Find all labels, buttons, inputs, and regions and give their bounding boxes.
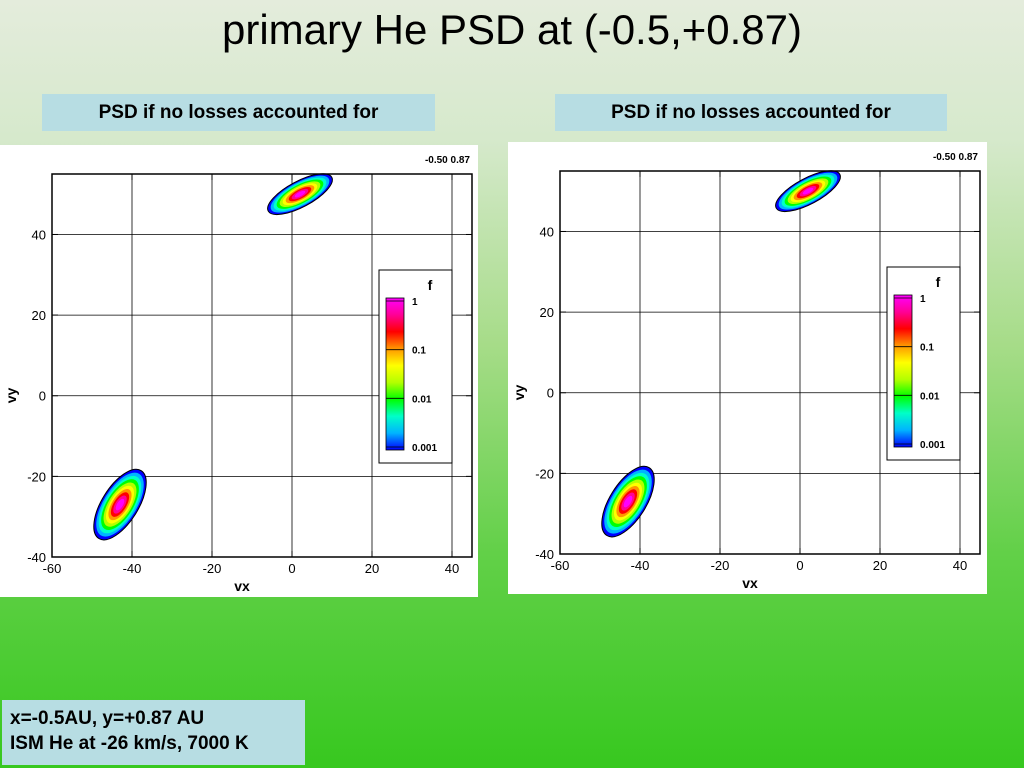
contour-plot-left: -0.50 0.87-60 -40 -20 0 20 40-40-2002040vxvyf… (3, 155, 473, 594)
colorbar-tick-label: 1 (412, 297, 418, 308)
colorbar-title: f (428, 277, 433, 293)
corner-label: -0.50 0.87 (425, 155, 470, 166)
colorbar-tick-label: 0.001 (920, 440, 945, 451)
y-tick-label: -40 (535, 547, 554, 562)
x-tick-label: 20 (365, 561, 379, 576)
contour-plot-right: -0.50 0.87-60 -40 -20 0 20 40-40-2002040vxvyf… (511, 152, 981, 591)
corner-label: -0.50 0.87 (933, 152, 978, 163)
colorbar-tick-label: 0.001 (412, 443, 437, 454)
x-axis-label: vx (742, 575, 758, 591)
contour-blob (601, 465, 655, 538)
plot-frame (559, 170, 981, 555)
panel-label-left: PSD if no losses accounted for (42, 94, 435, 131)
y-axis-label: vy (3, 388, 19, 404)
x-tick-label: -20 (203, 561, 222, 576)
colorbar (385, 297, 405, 451)
panel-label-right: PSD if no losses accounted for (555, 94, 947, 131)
colorbar-tick-label: 0.1 (920, 343, 934, 354)
colorbar-tick-label: 0.01 (920, 391, 940, 402)
y-tick-label: -40 (27, 550, 46, 565)
info-box: x=-0.5AU, y=+0.87 AU ISM He at -26 km/s,… (2, 700, 305, 765)
y-tick-label: 20 (540, 305, 554, 320)
colorbar (893, 294, 913, 448)
slide-title: primary He PSD at (-0.5,+0.87) (221, 6, 803, 53)
y-tick-label: -20 (27, 469, 46, 484)
chart-panel-left: -0.50 0.87 -60 -40 -20 0 20 40 -40 -20 0 20 40 vx vy f… (0, 145, 478, 597)
colorbar-title: f (936, 274, 941, 290)
x-tick-label: -20 (711, 558, 730, 573)
chart-panel-right: -0.50 0.87 -60 -40 -20 0 20 40 -40 -20 0 20 40 vx vy f… (508, 142, 987, 594)
info-position: x=-0.5AU, y=+0.87 AU (10, 708, 205, 729)
x-tick-label: 0 (288, 561, 295, 576)
y-tick-label: -20 (535, 466, 554, 481)
plot-frame (51, 173, 473, 558)
x-tick-label: -40 (123, 561, 142, 576)
contour-blob (93, 468, 147, 541)
contour-level (802, 187, 814, 195)
contour-blob (775, 170, 841, 213)
x-tick-label: 20 (873, 558, 887, 573)
colorbar-tick-label: 0.01 (412, 394, 432, 405)
y-tick-label: 0 (39, 389, 46, 404)
y-tick-label: 0 (547, 386, 554, 401)
y-tick-label: 40 (32, 227, 46, 242)
x-tick-label: 40 (445, 561, 459, 576)
x-tick-label: 0 (796, 558, 803, 573)
y-tick-label: 20 (32, 308, 46, 323)
info-ism: ISM He at -26 km/s, 7000 K (10, 733, 249, 754)
colorbar-tick-label: 0.1 (412, 346, 426, 357)
x-tick-label: -40 (631, 558, 650, 573)
x-tick-label: -60 (551, 558, 570, 573)
y-tick-label: 40 (540, 224, 554, 239)
contour-level (115, 498, 125, 511)
y-axis-label: vy (511, 385, 527, 401)
contour-blob (267, 173, 333, 216)
x-tick-label: -60 (43, 561, 62, 576)
contour-level (294, 190, 306, 198)
colorbar-tick-label: 1 (920, 294, 926, 305)
x-axis-label: vx (234, 578, 250, 594)
contour-level (623, 495, 633, 508)
x-tick-label: 40 (953, 558, 967, 573)
